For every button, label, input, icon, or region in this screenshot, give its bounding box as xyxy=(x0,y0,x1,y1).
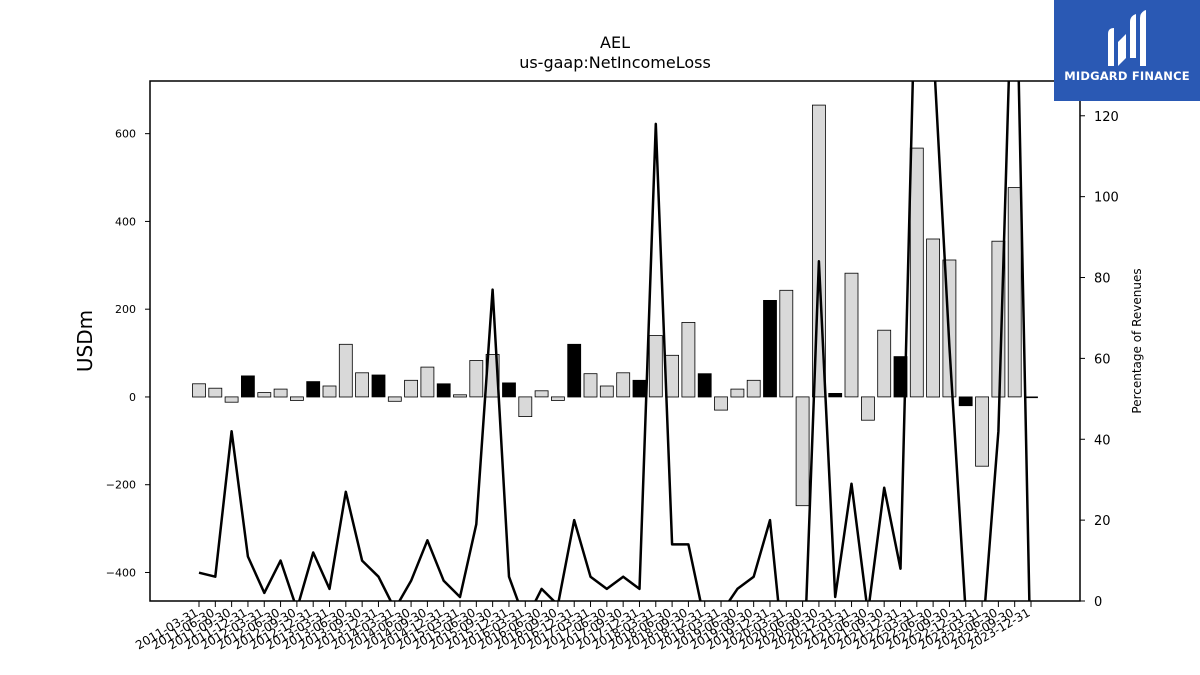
bar-2016-03-31 xyxy=(518,396,533,417)
bar-2020-06-30 xyxy=(795,396,810,507)
bar-2019-06-30 xyxy=(730,388,745,398)
y-tick-label: −400 xyxy=(106,566,136,579)
y-right-tick-label: 120 xyxy=(1094,110,1119,125)
bar-2013-12-31 xyxy=(371,374,386,398)
bar-2012-12-31 xyxy=(306,381,321,398)
bar-2016-09-30 xyxy=(551,396,565,401)
bar-2022-03-31 xyxy=(909,147,924,398)
bar-2011-12-31 xyxy=(240,375,255,398)
bar-2018-09-30 xyxy=(681,321,696,398)
bar-2017-12-31 xyxy=(632,379,647,398)
bar-2018-03-31 xyxy=(648,335,663,398)
bar-2012-09-30 xyxy=(289,396,304,401)
bar-2022-06-30 xyxy=(926,238,940,398)
bar-2018-06-30 xyxy=(665,354,679,398)
bar-2017-03-31 xyxy=(583,373,598,398)
bar-2023-03-31 xyxy=(975,396,989,467)
y-right-tick-label: 20 xyxy=(1094,514,1111,529)
bar-2011-03-31 xyxy=(192,383,206,398)
bar-2021-03-31 xyxy=(844,272,859,398)
bar-2021-12-31 xyxy=(893,356,908,398)
y-tick-label: 400 xyxy=(115,215,136,228)
bar-2021-06-30 xyxy=(861,396,875,421)
bar-2013-09-30 xyxy=(355,372,370,398)
y-tick-label: −200 xyxy=(106,479,136,492)
bar-2015-03-31 xyxy=(453,394,467,398)
bar-2014-06-30 xyxy=(404,379,419,398)
y-axis-right-label: Percentage of Revenues xyxy=(1130,268,1144,413)
y-tick-label: 200 xyxy=(115,303,136,316)
y-right-tick-label: 40 xyxy=(1094,433,1111,448)
plot-frame xyxy=(149,80,1081,602)
bar-2016-12-31 xyxy=(567,343,582,398)
bar-2011-06-30 xyxy=(208,387,223,398)
bar-2016-06-30 xyxy=(534,390,549,398)
bar-2020-12-31 xyxy=(828,392,843,398)
left-axis: −400 −200 0 200 400 600 xyxy=(106,128,150,579)
bar-2014-09-30 xyxy=(420,366,435,398)
midgard-logo-icon xyxy=(1108,10,1146,66)
y-right-tick-label: 60 xyxy=(1094,352,1111,367)
y-right-tick-label: 80 xyxy=(1094,272,1111,287)
bar-2012-03-31 xyxy=(257,392,272,398)
bar-2017-06-30 xyxy=(599,385,614,398)
bar-2012-06-30 xyxy=(273,388,288,398)
bar-2019-09-30 xyxy=(746,379,761,398)
right-axis: 0 20 40 60 80 100 120 xyxy=(1080,110,1119,610)
line-series xyxy=(198,81,1031,601)
x-axis: 2011-03-312011-06-302011-09-302011-12-31… xyxy=(133,601,1033,652)
pct-of-revenue-line xyxy=(198,81,1031,601)
brand-logo: MIDGARD FINANCE xyxy=(1054,0,1200,101)
bar-2017-09-30 xyxy=(616,372,631,398)
y-right-tick-label: 0 xyxy=(1094,595,1102,610)
y-tick-label: 0 xyxy=(129,391,136,404)
bar-2014-12-31 xyxy=(436,383,451,398)
bar-2022-12-31 xyxy=(958,396,973,407)
bar-2021-09-30 xyxy=(877,329,892,398)
bar-2014-03-31 xyxy=(387,396,402,402)
bar-2013-06-30 xyxy=(338,343,353,398)
chart-subtitle: us-gaap:NetIncomeLoss xyxy=(519,53,711,72)
bar-2015-06-30 xyxy=(469,360,484,398)
bar-2019-12-31 xyxy=(763,299,777,398)
brand-name: MIDGARD FINANCE xyxy=(1064,69,1190,83)
chart-title: AEL xyxy=(600,33,630,52)
bar-2015-12-31 xyxy=(502,382,516,398)
bar-2020-03-31 xyxy=(779,289,794,398)
y-right-tick-label: 100 xyxy=(1094,191,1119,206)
bar-2023-09-30 xyxy=(1007,187,1022,398)
bar-2013-03-31 xyxy=(322,385,337,398)
y-tick-label: 600 xyxy=(115,128,136,141)
bar-2019-03-31 xyxy=(714,396,728,411)
bar-2018-12-31 xyxy=(697,373,712,398)
y-axis-label: USDm xyxy=(73,310,97,372)
bar-2011-09-30 xyxy=(224,396,239,403)
